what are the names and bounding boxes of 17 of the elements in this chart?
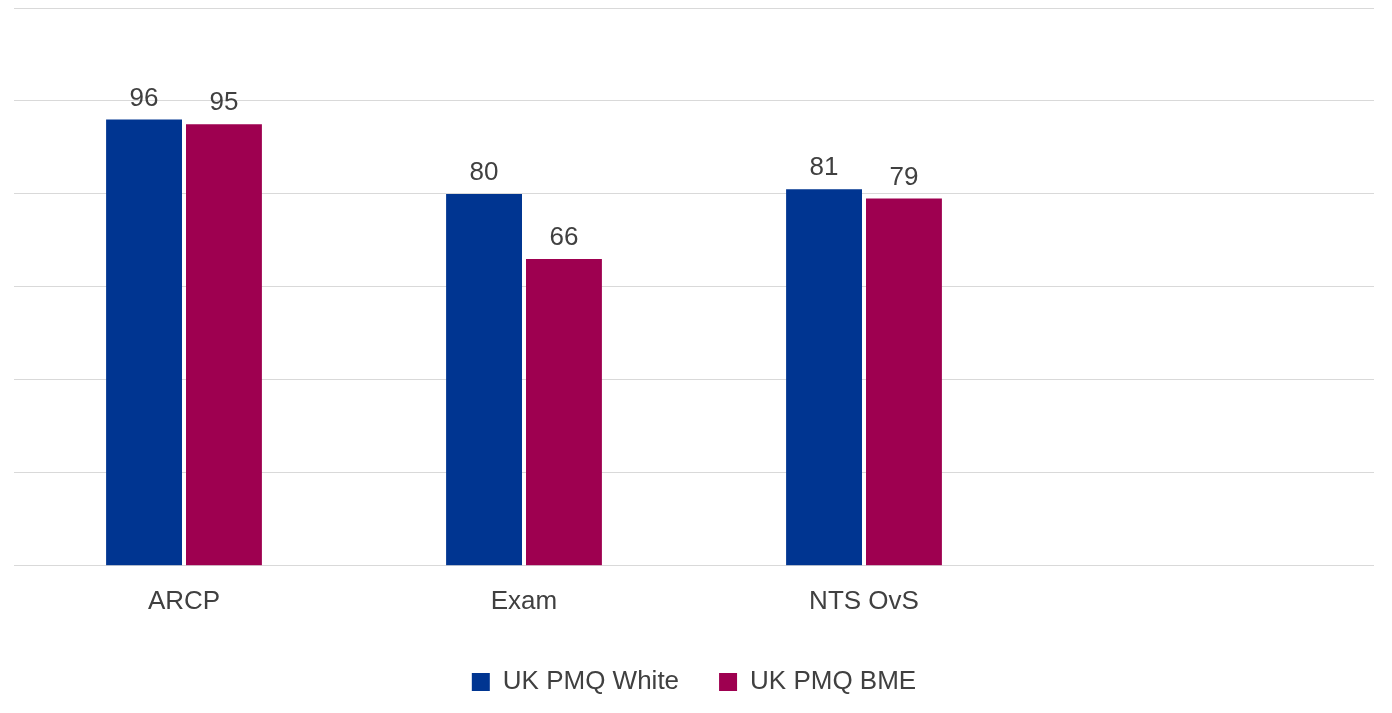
bar	[866, 198, 942, 566]
bar	[526, 259, 602, 566]
data-label: 80	[469, 156, 499, 187]
legend-label: UK PMQ BME	[750, 665, 917, 696]
bar	[106, 119, 182, 566]
bar	[786, 189, 862, 566]
x-tick-label: ARCP	[147, 584, 221, 615]
x-tick-label: Exam	[490, 584, 558, 615]
data-label: 81	[809, 151, 839, 182]
data-label: 95	[209, 86, 239, 117]
bar	[186, 124, 262, 566]
bar	[446, 193, 522, 566]
x-tick-label: NTS OvS	[809, 584, 919, 615]
data-label: 66	[549, 221, 579, 252]
legend-label: UK PMQ White	[502, 665, 680, 696]
data-label: 79	[889, 160, 919, 191]
data-label: 96	[129, 81, 159, 112]
